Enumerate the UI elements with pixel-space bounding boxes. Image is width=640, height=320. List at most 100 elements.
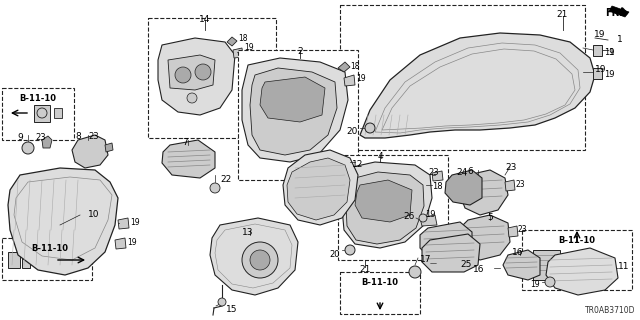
Text: 20: 20 (347, 127, 358, 136)
Polygon shape (445, 170, 482, 205)
Text: 23: 23 (88, 132, 99, 141)
Polygon shape (342, 162, 432, 248)
Text: 19: 19 (130, 218, 140, 227)
Polygon shape (210, 218, 298, 295)
Circle shape (37, 108, 47, 118)
Polygon shape (460, 215, 510, 260)
Circle shape (545, 277, 555, 287)
Polygon shape (460, 170, 508, 215)
Circle shape (242, 242, 278, 278)
Text: B-11-10: B-11-10 (19, 94, 56, 103)
Circle shape (210, 183, 220, 193)
Text: 19: 19 (594, 30, 605, 39)
Polygon shape (505, 180, 515, 191)
Polygon shape (503, 250, 540, 280)
Bar (148, 18, 276, 138)
Text: 23: 23 (428, 168, 438, 177)
Polygon shape (105, 143, 113, 152)
Text: 19: 19 (425, 210, 435, 219)
Text: 14: 14 (199, 15, 211, 24)
Text: 23: 23 (35, 133, 45, 142)
Polygon shape (420, 215, 437, 226)
Polygon shape (72, 135, 108, 168)
Text: 18: 18 (350, 62, 360, 71)
Text: 25: 25 (460, 260, 472, 269)
Text: FR.: FR. (605, 8, 623, 18)
Polygon shape (162, 140, 215, 178)
Circle shape (187, 93, 197, 103)
Text: 20: 20 (330, 250, 340, 259)
Text: 10: 10 (88, 210, 99, 219)
Polygon shape (233, 48, 243, 58)
Polygon shape (420, 222, 472, 258)
Polygon shape (533, 250, 560, 280)
Circle shape (195, 64, 211, 80)
Bar (340, 272, 420, 314)
Bar (2, 238, 92, 280)
Text: 12: 12 (352, 160, 364, 169)
Polygon shape (609, 6, 629, 17)
Text: 8: 8 (75, 132, 81, 141)
Text: —: — (430, 260, 437, 266)
Text: 24: 24 (456, 168, 468, 177)
Bar (2, 88, 74, 140)
Polygon shape (158, 38, 235, 115)
Circle shape (419, 214, 427, 222)
Polygon shape (593, 68, 602, 79)
Text: 6: 6 (467, 167, 473, 176)
Text: 17: 17 (420, 255, 431, 264)
Text: 19: 19 (127, 238, 136, 247)
Text: 9: 9 (17, 133, 23, 142)
Bar (340, 5, 585, 150)
Text: 23: 23 (518, 225, 527, 234)
Text: 19: 19 (356, 74, 365, 83)
Polygon shape (355, 180, 412, 222)
Polygon shape (287, 158, 350, 220)
Circle shape (218, 298, 226, 306)
Polygon shape (54, 108, 62, 118)
Polygon shape (508, 226, 518, 237)
Polygon shape (22, 252, 30, 268)
Polygon shape (42, 136, 52, 148)
Text: 18: 18 (432, 182, 443, 191)
Text: 19: 19 (595, 65, 607, 74)
Circle shape (250, 250, 270, 270)
Text: 23: 23 (516, 180, 525, 189)
Text: 15: 15 (226, 305, 237, 314)
Text: 21: 21 (359, 265, 371, 274)
Polygon shape (546, 248, 618, 295)
Polygon shape (338, 62, 350, 72)
Polygon shape (360, 33, 595, 138)
Text: 21: 21 (556, 10, 568, 19)
Bar (522, 230, 632, 290)
Text: B-11-10: B-11-10 (362, 278, 399, 287)
Text: 19: 19 (604, 48, 614, 57)
Circle shape (345, 245, 355, 255)
Text: 23: 23 (505, 163, 516, 172)
Polygon shape (260, 77, 325, 122)
Text: 2: 2 (297, 47, 303, 56)
Polygon shape (432, 171, 443, 181)
Polygon shape (168, 55, 215, 90)
Polygon shape (118, 218, 129, 229)
Polygon shape (422, 234, 480, 272)
Text: 18: 18 (238, 34, 248, 43)
Polygon shape (8, 168, 118, 275)
Polygon shape (242, 58, 348, 162)
Circle shape (175, 67, 191, 83)
Text: B-11-10: B-11-10 (559, 236, 595, 245)
Polygon shape (283, 150, 358, 225)
Text: 19: 19 (604, 70, 614, 79)
Text: 7: 7 (182, 138, 188, 147)
Polygon shape (115, 238, 126, 249)
Text: 16: 16 (512, 248, 524, 257)
Text: 5: 5 (487, 213, 493, 222)
Polygon shape (346, 172, 424, 244)
Text: 4: 4 (377, 152, 383, 161)
Polygon shape (344, 75, 355, 86)
Circle shape (365, 123, 375, 133)
Polygon shape (8, 252, 20, 268)
Text: 19: 19 (531, 280, 540, 289)
Text: TR0AB3710D: TR0AB3710D (584, 306, 635, 315)
Text: 16: 16 (472, 265, 484, 274)
